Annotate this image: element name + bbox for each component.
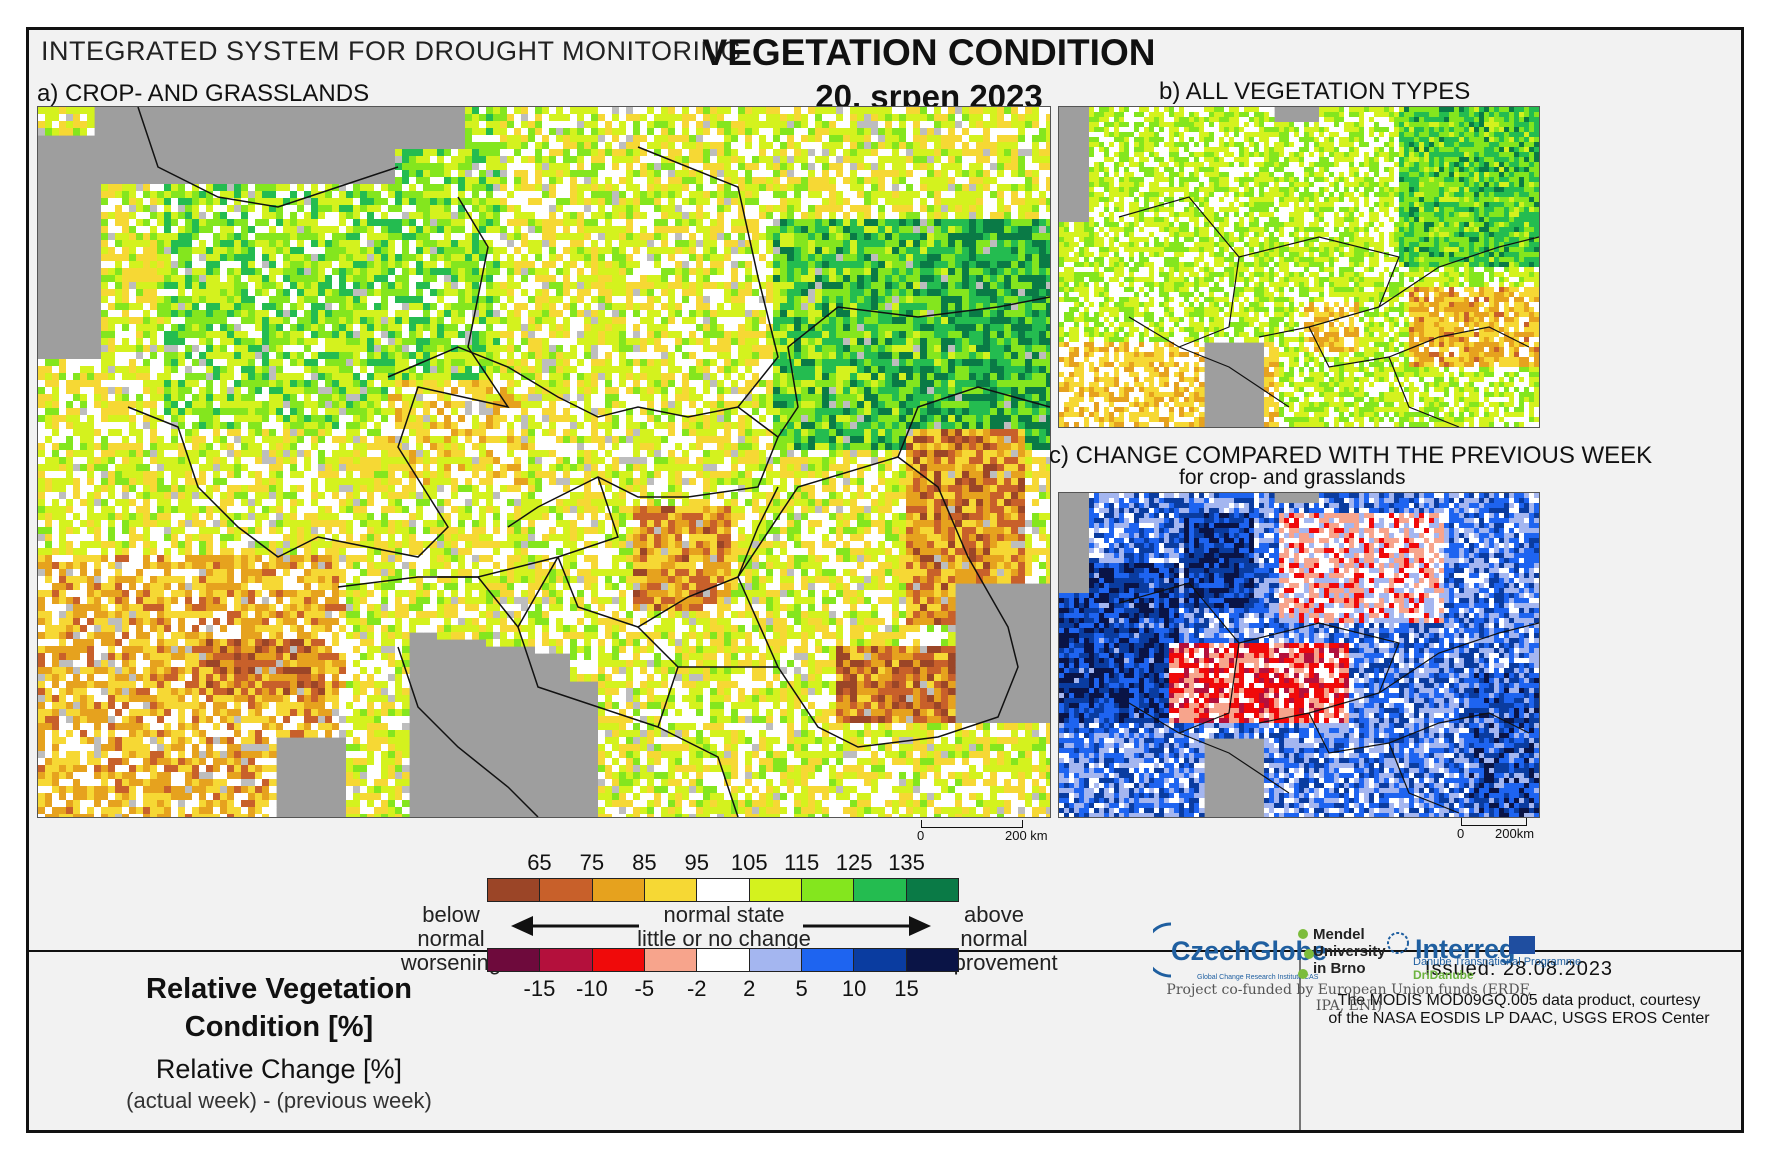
condition-tick-label: 125 [824,850,884,876]
legend-change-title: Relative Change [%] [89,1054,469,1085]
condition-tick-label: 105 [719,850,779,876]
change-swatch-0 [488,949,541,971]
credit-line-2: of the NASA EOSDIS LP DAAC, USGS EROS Ce… [1309,1010,1729,1028]
change-swatch-2 [592,949,645,971]
scale-c-zero: 0 [1457,826,1464,841]
condition-swatch-6 [801,879,855,901]
legend-condition-title-line1: Relative Vegetation [89,970,469,1008]
map-crop-grasslands [37,106,1051,818]
change-swatch-5 [749,949,802,971]
condition-color-bar [487,878,959,902]
legend-worsening-text: worsening [391,951,511,975]
mendel-line-3: in Brno [1313,960,1386,977]
credit-line-1: The MODIS MOD09GQ.005 data product, cour… [1309,992,1729,1010]
legend-condition-title: Relative Vegetation Condition [%] [89,970,469,1046]
funding-note: Project co-funded by European Union fund… [1155,982,1543,1014]
interreg-logo: Interreg [1415,934,1516,965]
change-swatch-1 [540,949,593,971]
condition-tick-label: 115 [772,850,832,876]
scale-a-end: 200 km [1005,828,1048,843]
condition-swatch-0 [488,879,541,901]
condition-swatch-7 [854,879,907,901]
change-swatch-6 [801,949,855,971]
scale-bar-a [921,820,1023,828]
map-weekly-change [1058,492,1540,818]
left-arrow-icon [511,916,639,936]
change-swatch-3 [644,949,698,971]
change-tick-label: 2 [719,976,779,1002]
change-color-bar [487,948,959,972]
mendel-line-1: Mendel [1313,926,1386,943]
czechglobe-logo-arc-icon [1153,922,1172,978]
condition-swatch-4 [697,879,750,901]
mendel-logo-dots-icon [1295,926,1315,991]
condition-swatch-2 [592,879,645,901]
condition-swatch-5 [749,879,802,901]
legend-normal-state: normal state little or no change [624,903,824,951]
change-tick-label: -2 [667,976,727,1002]
condition-tick-label: 135 [877,850,937,876]
condition-tick-label: 95 [667,850,727,876]
issued-date: Issued: 28.08.2023 [1329,958,1709,981]
main-title: VEGETATION CONDITION [649,32,1209,74]
condition-swatch-8 [906,879,958,901]
legend-no-change-text: little or no change [624,927,824,951]
change-tick-label: 5 [772,976,832,1002]
legend-below-normal: below normal worsening [391,903,511,975]
map-b-graphic [1059,107,1539,427]
figure-frame: INTEGRATED SYSTEM FOR DROUGHT MONITORING… [26,27,1744,1133]
legend-condition-title-line2: Condition [%] [89,1008,469,1046]
condition-tick-label: 65 [509,850,569,876]
map-c-graphic [1059,493,1539,817]
panel-c-sublabel: for crop- and grasslands [1179,466,1405,490]
interreg-logo-icon [1387,932,1409,954]
change-tick-label: 15 [877,976,937,1002]
condition-swatch-1 [540,879,593,901]
footer-divider [1299,952,1301,1130]
change-tick-label: 10 [824,976,884,1002]
scale-a-zero: 0 [917,828,924,843]
legend-below-normal-text: below normal [391,903,511,951]
condition-tick-label: 75 [562,850,622,876]
map-all-vegetation [1058,106,1540,428]
mendel-university-logo: Mendel University in Brno [1313,926,1386,977]
data-credit: The MODIS MOD09GQ.005 data product, cour… [1309,992,1729,1028]
legend-above-normal-text: above normal [929,903,1059,951]
scale-bar-c [1461,818,1527,826]
eu-flag-icon [1509,936,1535,954]
change-swatch-8 [906,949,958,971]
interreg-subtitle: Danube Transnational Programme [1413,956,1581,968]
dridanube-logo: DriDanube [1413,968,1474,982]
condition-tick-label: 85 [614,850,674,876]
mendel-line-2: University [1313,943,1386,960]
legend-normal-state-text: normal state [624,903,824,927]
change-swatch-7 [854,949,907,971]
change-tick-label: -15 [509,976,569,1002]
scale-c-end: 200km [1495,826,1534,841]
map-a-graphic [38,107,1050,817]
change-tick-label: -10 [562,976,622,1002]
legend-change-subtitle: (actual week) - (previous week) [89,1088,469,1114]
panel-b-label: b) ALL VEGETATION TYPES [1159,78,1470,106]
change-tick-label: -5 [614,976,674,1002]
panel-a-label: a) CROP- AND GRASSLANDS [37,80,369,108]
panel-c-label: c) CHANGE COMPARED WITH THE PREVIOUS WEE… [1049,442,1652,470]
change-swatch-4 [697,949,750,971]
right-arrow-icon [803,916,931,936]
condition-swatch-3 [644,879,698,901]
czechglobe-logo: CzechGlobe [1171,936,1327,967]
system-title: INTEGRATED SYSTEM FOR DROUGHT MONITORING [41,36,742,67]
czechglobe-logo-subtitle: Global Change Research Institute CAS [1197,974,1318,981]
